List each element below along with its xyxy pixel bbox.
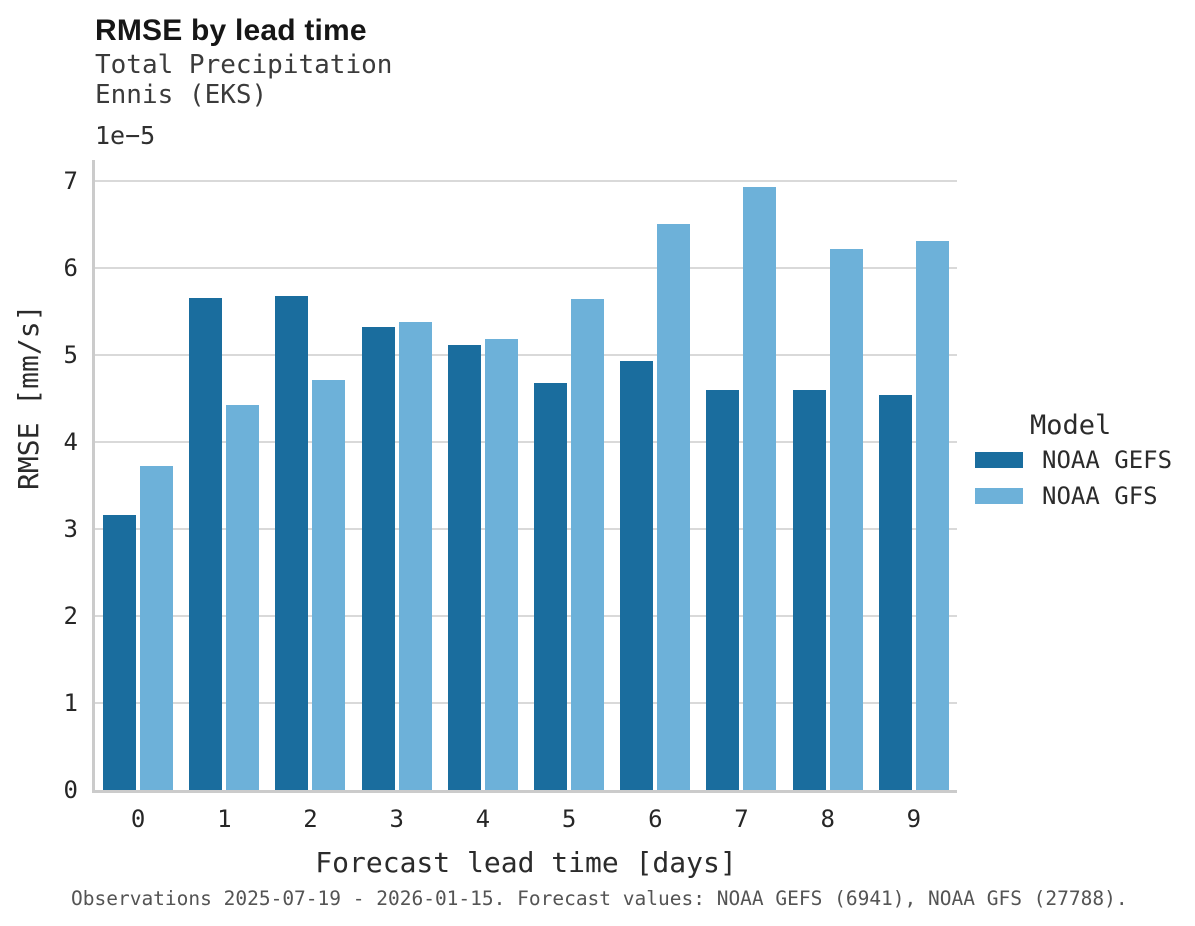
bar-noaa-gfs-day-6 [657, 223, 691, 790]
y-tick-label-0: 0 [63, 776, 78, 804]
bar-noaa-gfs-day-4 [484, 339, 518, 790]
bar-noaa-gfs-day-0 [140, 466, 173, 790]
gridline-y-2 [95, 615, 957, 617]
x-axis-label: Forecast lead time [days] [315, 846, 737, 879]
legend-label-noaa-gfs: NOAA GFS [1042, 482, 1158, 510]
x-tick-label-7: 7 [734, 805, 749, 833]
bar-noaa-gfs-day-2 [312, 380, 346, 790]
gridline-y-3 [95, 528, 957, 530]
gridline-y-7 [95, 180, 957, 182]
y-tick-label-7: 7 [63, 167, 78, 195]
bar-noaa-gefs-day-7 [706, 389, 740, 790]
y-axis-label: RMSE [mm/s] [12, 304, 45, 490]
bar-noaa-gfs-day-8 [829, 248, 863, 790]
gridline-y-5 [95, 354, 957, 356]
x-tick-label-5: 5 [561, 805, 577, 833]
legend-title: Model [1030, 410, 1112, 441]
x-tick-label-1: 1 [217, 805, 232, 833]
x-tick-label-8: 8 [820, 805, 835, 833]
gridline-y-4 [95, 441, 957, 443]
chart-title: RMSE by lead time [95, 14, 367, 47]
gridline-y-1 [95, 702, 957, 704]
bar-noaa-gfs-day-9 [915, 241, 949, 790]
bar-noaa-gfs-day-5 [571, 299, 604, 790]
x-tick-label-0: 0 [130, 805, 146, 833]
x-tick-label-2: 2 [303, 805, 318, 833]
bar-noaa-gefs-day-5 [534, 382, 567, 790]
caption: Observations 2025-07-19 - 2026-01-15. Fo… [71, 887, 1128, 910]
bar-noaa-gfs-day-1 [226, 404, 260, 790]
y-tick-label-2: 2 [63, 602, 78, 630]
y-tick-label-5: 5 [63, 341, 78, 369]
bar-noaa-gefs-day-6 [620, 361, 654, 790]
y-axis-offset-label: 1e−5 [95, 121, 156, 150]
bar-noaa-gefs-day-3 [361, 327, 395, 790]
x-tick-label-4: 4 [475, 805, 491, 833]
x-tick-label-6: 6 [648, 805, 663, 833]
chart-subtitle-station: Ennis (EKS) [95, 80, 268, 110]
bar-noaa-gefs-day-8 [792, 389, 826, 790]
gridline-y-6 [95, 267, 957, 269]
x-tick-label-9: 9 [906, 805, 922, 833]
chart-subtitle-variable: Total Precipitation [95, 50, 393, 80]
legend-label-noaa-gefs: NOAA GEFS [1042, 446, 1173, 474]
bar-noaa-gfs-day-3 [398, 321, 432, 790]
bar-noaa-gfs-day-7 [743, 187, 777, 790]
bar-noaa-gefs-day-2 [275, 295, 309, 790]
y-tick-label-6: 6 [63, 254, 78, 282]
y-tick-label-3: 3 [63, 515, 78, 543]
y-tick-label-4: 4 [63, 428, 78, 456]
x-tick-label-3: 3 [389, 805, 404, 833]
bar-noaa-gefs-day-0 [103, 515, 136, 790]
bar-noaa-gefs-day-1 [189, 298, 223, 790]
y-tick-label-1: 1 [63, 689, 78, 717]
bar-noaa-gefs-day-9 [878, 395, 912, 790]
bar-noaa-gefs-day-4 [447, 344, 481, 790]
plot-area [92, 160, 957, 793]
legend-swatch-noaa-gefs [975, 452, 1023, 468]
legend-swatch-noaa-gfs [975, 488, 1023, 504]
